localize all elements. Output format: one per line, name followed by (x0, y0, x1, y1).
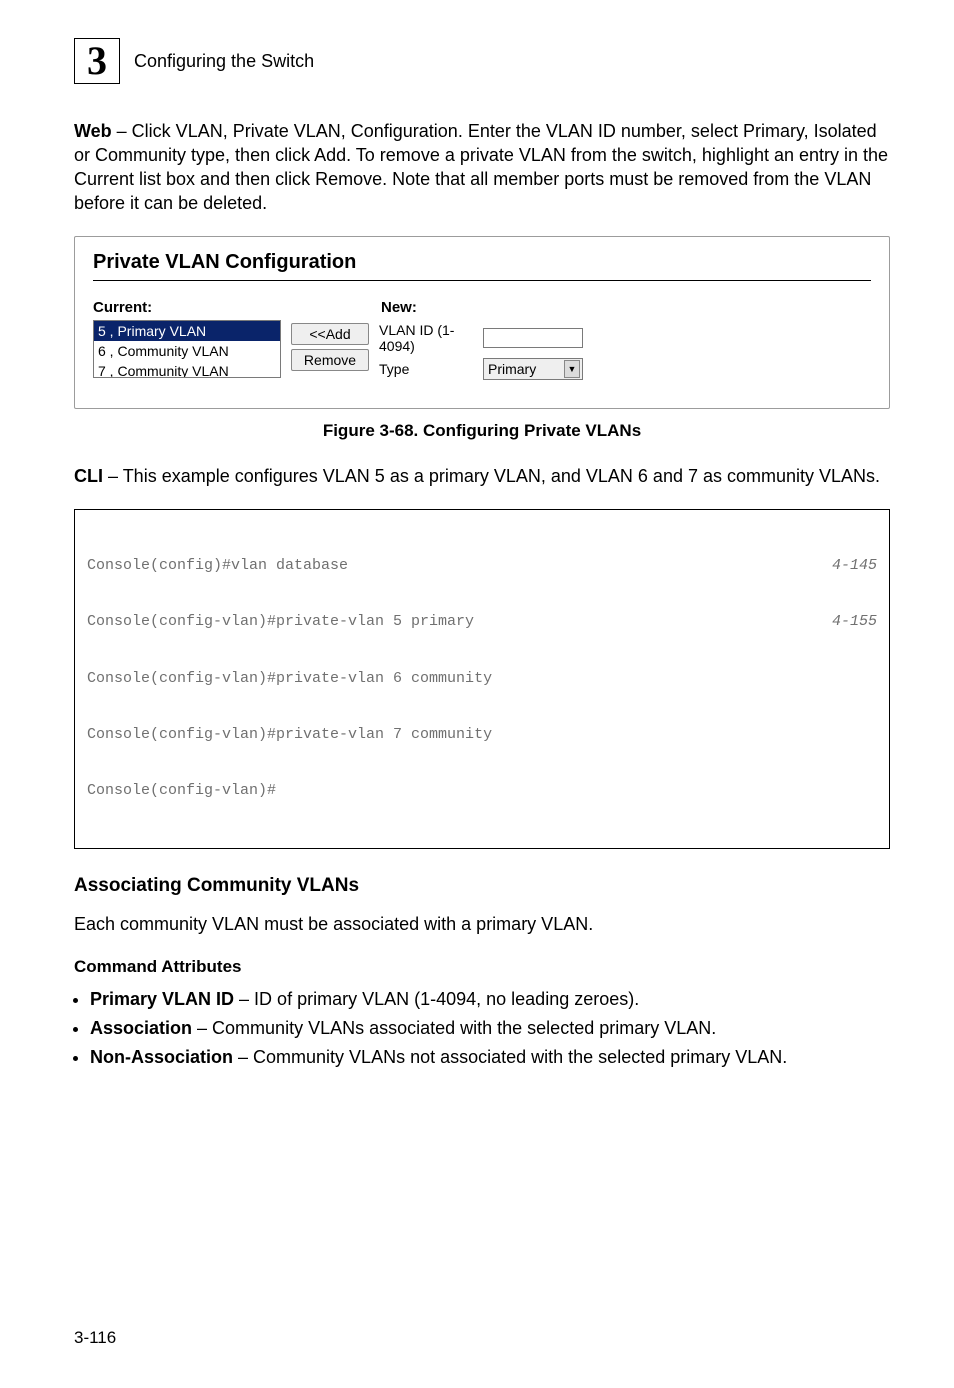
list-item: Association – Community VLANs associated… (90, 1016, 890, 1041)
list-item: Primary VLAN ID – ID of primary VLAN (1-… (90, 987, 890, 1012)
header-title: Configuring the Switch (134, 51, 314, 72)
current-label: Current: (93, 299, 281, 316)
remove-button[interactable]: Remove (291, 349, 369, 371)
list-item[interactable]: 7 , Community VLAN (94, 361, 280, 378)
intro-paragraph: Web – Click VLAN, Private VLAN, Configur… (74, 120, 890, 216)
code-line: Console(config-vlan)#private-vlan 5 prim… (87, 613, 877, 632)
type-select-value: Primary (488, 361, 536, 377)
page-header: 3 Configuring the Switch (74, 38, 890, 84)
list-item[interactable]: 5 , Primary VLAN (94, 321, 280, 341)
code-line: Console(config-vlan)#private-vlan 6 comm… (87, 670, 877, 689)
subsection-heading: Command Attributes (74, 957, 890, 977)
intro-lead: Web (74, 121, 112, 141)
intro-text: – Click VLAN, Private VLAN, Configuratio… (74, 121, 888, 213)
current-listbox[interactable]: 5 , Primary VLAN 6 , Community VLAN 7 , … (93, 320, 281, 378)
vlan-id-label: VLAN ID (1-4094) (379, 322, 483, 354)
code-line: Console(config)#vlan database4-145 (87, 557, 877, 576)
page-number: 3-116 (74, 1328, 116, 1348)
chevron-down-icon: ▼ (564, 360, 580, 378)
section-paragraph: Each community VLAN must be associated w… (74, 913, 890, 937)
chapter-number: 3 (87, 41, 107, 81)
new-label: New: (381, 299, 609, 316)
attributes-list: Primary VLAN ID – ID of primary VLAN (1-… (74, 987, 890, 1069)
code-block: Console(config)#vlan database4-145 Conso… (74, 509, 890, 850)
type-select[interactable]: Primary ▼ (483, 358, 583, 380)
vlan-id-input[interactable] (483, 328, 583, 348)
figure-caption: Figure 3-68. Configuring Private VLANs (74, 421, 890, 441)
chapter-number-icon: 3 (74, 38, 120, 84)
list-item[interactable]: 6 , Community VLAN (94, 341, 280, 361)
add-button[interactable]: <<Add (291, 323, 369, 345)
code-line: Console(config-vlan)#private-vlan 7 comm… (87, 726, 877, 745)
cli-lead: CLI (74, 466, 103, 486)
list-item: Non-Association – Community VLANs not as… (90, 1045, 890, 1070)
config-panel: Private VLAN Configuration Current: 5 , … (74, 236, 890, 409)
cli-paragraph: CLI – This example configures VLAN 5 as … (74, 465, 890, 489)
panel-title: Private VLAN Configuration (93, 251, 871, 281)
type-label: Type (379, 361, 483, 377)
code-line: Console(config-vlan)# (87, 782, 877, 801)
section-heading: Associating Community VLANs (74, 875, 890, 897)
cli-text: – This example configures VLAN 5 as a pr… (103, 466, 880, 486)
